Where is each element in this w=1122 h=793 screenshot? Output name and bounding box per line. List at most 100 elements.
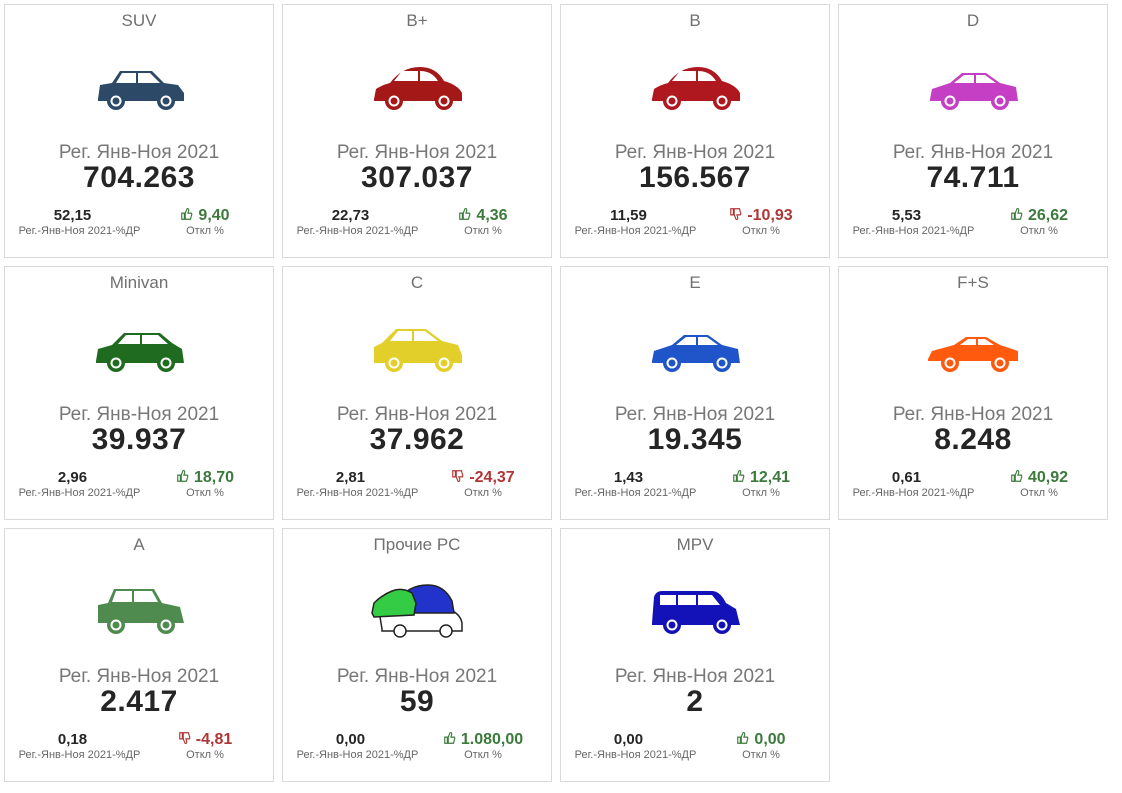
thumbs-down-icon [730, 208, 742, 221]
period-label: Рег. Янв-Ноя 2021 [614, 666, 776, 687]
thumbs-up-icon [1011, 207, 1023, 220]
deviation-number: -24,37 [469, 469, 515, 486]
period-label: Рег. Янв-Ноя 2021 [58, 404, 220, 425]
deviation-label: Откл % [464, 225, 502, 237]
sports-car-icon [924, 309, 1024, 379]
deviation-value: 0,00 [691, 731, 831, 749]
period-label: Рег. Янв-Ноя 2021 [336, 666, 498, 687]
registrations-value: 19.345 [647, 423, 743, 456]
deviation-value: 12,41 [691, 469, 831, 487]
tile-title: B+ [406, 11, 428, 30]
deviation-number: 26,62 [1027, 207, 1069, 224]
share-label: Рег.-Янв-Ноя 2021-%ДР [574, 749, 697, 761]
deviation-label: Откл % [186, 749, 224, 761]
registrations-value: 2 [686, 685, 704, 718]
share-label: Рег.-Янв-Ноя 2021-%ДР [296, 225, 419, 237]
tile-title: Прочие PC [373, 535, 461, 554]
registrations-value: 2.417 [100, 685, 178, 718]
deviation-value: 40,92 [969, 469, 1109, 487]
deviation-number: 40,92 [1027, 469, 1069, 486]
kpi-tile[interactable]: Minivan Рег. Янв-Ноя 2021 39.937 2,96 Рег.-Я… [4, 266, 274, 520]
share-label: Рег.-Янв-Ноя 2021-%ДР [852, 225, 975, 237]
registrations-value: 307.037 [361, 161, 473, 194]
kpi-tile[interactable]: B Рег. Янв-Ноя 2021 156.567 11,59 Рег.-Янв-Н… [560, 4, 830, 258]
share-label: Рег.-Янв-Ноя 2021-%ДР [296, 749, 419, 761]
registrations-value: 156.567 [639, 161, 751, 194]
tile-title: A [133, 535, 145, 554]
registrations-value: 39.937 [91, 423, 187, 456]
thumbs-up-icon [177, 469, 189, 482]
share-label: Рег.-Янв-Ноя 2021-%ДР [574, 225, 697, 237]
thumbs-up-icon [444, 731, 456, 744]
deviation-label: Откл % [464, 749, 502, 761]
hatchback-car-icon [368, 47, 468, 117]
deviation-value: 4,36 [413, 207, 553, 225]
deviation-number: 12,41 [749, 469, 791, 486]
kpi-tile[interactable]: SUV Рег. Янв-Ноя 2021 704.263 52,15 Рег.-Янв… [4, 4, 274, 258]
share-value: 2,96 [57, 469, 88, 486]
share-label: Рег.-Янв-Ноя 2021-%ДР [296, 487, 419, 499]
kpi-tile[interactable]: F+S Рег. Янв-Ноя 2021 8.248 0,61 Рег.-Янв-Но… [838, 266, 1108, 520]
thumbs-up-icon [737, 731, 749, 744]
share-value: 0,61 [891, 469, 922, 486]
share-label: Рег.-Янв-Ноя 2021-%ДР [18, 749, 141, 761]
deviation-value: 18,70 [135, 469, 275, 487]
registrations-value: 8.248 [934, 423, 1012, 456]
tile-title: MPV [676, 535, 714, 554]
deviation-value: 26,62 [969, 207, 1109, 225]
mpv-van-icon [646, 571, 746, 641]
share-label: Рег.-Янв-Ноя 2021-%ДР [574, 487, 697, 499]
deviation-label: Откл % [742, 225, 780, 237]
period-label: Рег. Янв-Ноя 2021 [892, 142, 1054, 163]
share-value: 0,00 [335, 731, 366, 748]
deviation-number: 0,00 [754, 731, 786, 748]
tile-title: F+S [957, 273, 989, 292]
share-value: 11,59 [610, 207, 647, 224]
period-label: Рег. Янв-Ноя 2021 [614, 404, 776, 425]
period-label: Рег. Янв-Ноя 2021 [614, 142, 776, 163]
share-value: 22,73 [331, 207, 370, 224]
kpi-tile[interactable]: E Рег. Янв-Ноя 2021 19.345 1,43 Рег.-Янв-Ноя… [560, 266, 830, 520]
registrations-value: 704.263 [83, 161, 195, 194]
deviation-label: Откл % [1020, 487, 1058, 499]
deviation-value: -24,37 [413, 469, 553, 487]
executive-car-icon [646, 309, 746, 379]
tile-title: B [689, 11, 701, 30]
period-label: Рег. Янв-Ноя 2021 [892, 404, 1054, 425]
deviation-number: 18,70 [193, 469, 235, 486]
share-value: 1,43 [613, 469, 644, 486]
kpi-tile[interactable]: Прочие PC Рег. Янв-Ноя 2021 59 0,00 Рег.-Янв… [282, 528, 552, 782]
deviation-label: Откл % [742, 749, 780, 761]
thumbs-down-icon [178, 732, 191, 745]
mini-car-icon [90, 571, 190, 641]
tile-title: SUV [121, 11, 157, 30]
sedan-car-icon [924, 47, 1024, 117]
tile-title: E [689, 273, 701, 292]
share-value: 0,18 [57, 731, 88, 748]
deviation-label: Откл % [464, 487, 502, 499]
kpi-tile[interactable]: A Рег. Янв-Ноя 2021 2.417 0,18 Рег.-Янв-Ноя … [4, 528, 274, 782]
tile-title: C [410, 273, 424, 292]
deviation-number: 1.080,00 [460, 731, 524, 748]
kpi-tile[interactable]: MPV Рег. Янв-Ноя 2021 2 0,00 Рег.-Янв-Ноя 20… [560, 528, 830, 782]
thumbs-up-icon [733, 469, 745, 482]
deviation-label: Откл % [186, 225, 224, 237]
deviation-value: -10,93 [691, 207, 831, 225]
deviation-value: 1.080,00 [413, 731, 553, 749]
period-label: Рег. Янв-Ноя 2021 [336, 404, 498, 425]
kpi-tile[interactable]: C Рег. Янв-Ноя 2021 37.962 2,81 Рег.-Янв-Ноя… [282, 266, 552, 520]
thumbs-up-icon [459, 207, 471, 220]
share-label: Рег.-Янв-Ноя 2021-%ДР [18, 487, 141, 499]
compact-car-icon [368, 309, 468, 379]
deviation-label: Откл % [186, 487, 224, 499]
kpi-tile[interactable]: B+ Рег. Янв-Ноя 2021 307.037 22,73 Рег.-Янв-… [282, 4, 552, 258]
deviation-value: -4,81 [135, 731, 275, 749]
thumbs-up-icon [1011, 469, 1023, 482]
share-value: 5,53 [891, 207, 922, 224]
deviation-number: 4,36 [476, 207, 508, 224]
share-label: Рег.-Янв-Ноя 2021-%ДР [852, 487, 975, 499]
share-value: 52,15 [53, 207, 92, 224]
registrations-value: 59 [399, 685, 435, 718]
kpi-tile[interactable]: D Рег. Янв-Ноя 2021 74.711 5,53 Рег.-Янв-Ноя… [838, 4, 1108, 258]
